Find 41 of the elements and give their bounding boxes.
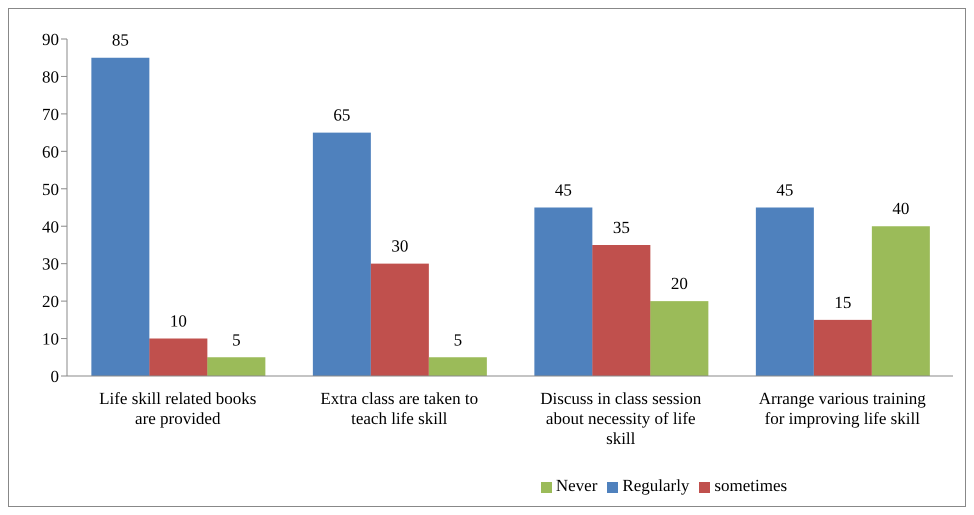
bar (149, 338, 208, 376)
bar (207, 357, 266, 376)
x-tick-label: Arrange various training for improving life skill (758, 389, 926, 428)
y-tick-label: 80 (42, 67, 59, 86)
data-label: 30 (391, 236, 408, 256)
data-label: 15 (834, 292, 852, 312)
legend-label: Regularly (622, 476, 690, 495)
data-label: 20 (670, 274, 688, 294)
legend-label: Never (556, 476, 598, 495)
x-tick-label: Extra class are taken to teach life skill (320, 389, 478, 428)
bar (872, 226, 930, 376)
data-label: 5 (232, 330, 241, 350)
bar (756, 208, 814, 376)
legend-label: sometimes (714, 476, 788, 495)
data-label: 45 (776, 180, 794, 200)
y-tick-label: 50 (42, 180, 59, 199)
y-tick-label: 60 (42, 142, 59, 162)
y-tick-label: 0 (50, 367, 59, 386)
y-tick-label: 90 (42, 30, 59, 50)
x-tick-label: Discuss in class session about necessity of life skill (540, 389, 702, 448)
y-tick-label: 70 (42, 104, 59, 124)
bar (650, 301, 708, 376)
bar (592, 244, 650, 376)
bar (370, 264, 429, 376)
y-tick-label: 40 (42, 217, 59, 236)
data-label: 10 (170, 312, 187, 331)
data-label: 45 (554, 180, 572, 200)
data-label: 35 (612, 218, 630, 237)
data-label: 85 (112, 30, 129, 50)
data-label: 5 (454, 330, 462, 350)
y-tick-label: 30 (42, 254, 59, 274)
bar (428, 357, 487, 376)
bar (312, 132, 371, 376)
bar (814, 320, 872, 376)
data-label: 65 (333, 106, 350, 125)
bar (91, 58, 150, 376)
bar (534, 208, 592, 376)
y-tick-label: 20 (42, 292, 59, 312)
x-tick-label: Life skill related books are provided (99, 389, 256, 428)
y-tick-label: 10 (42, 330, 59, 349)
data-label: 40 (892, 199, 910, 218)
